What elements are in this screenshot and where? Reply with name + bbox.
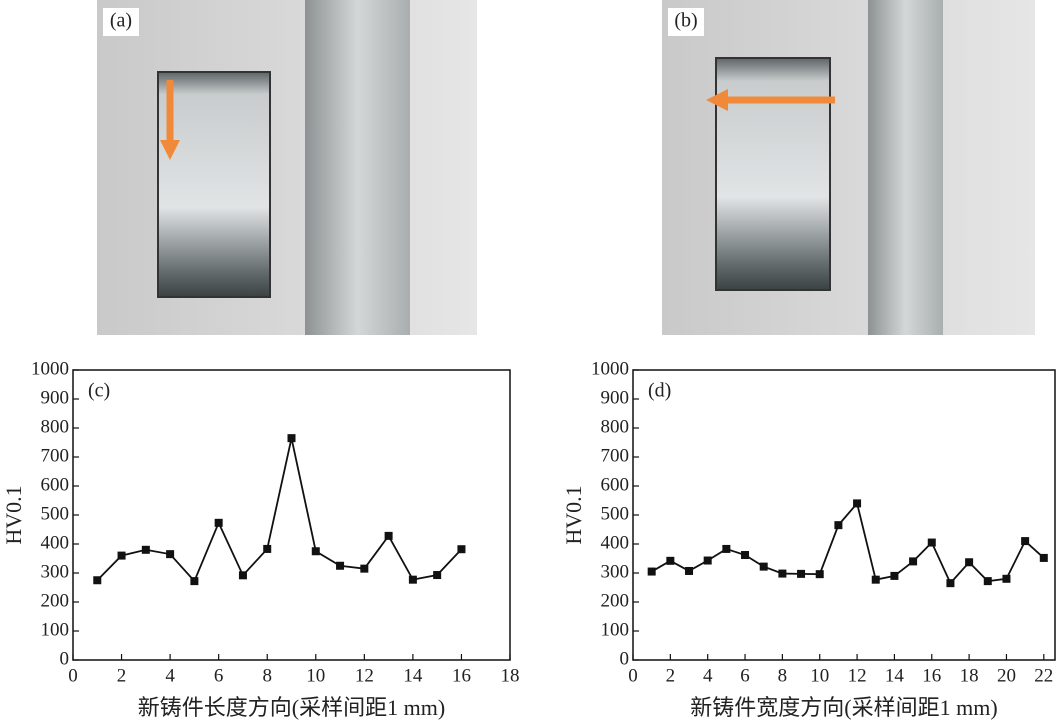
data-point [909,557,918,566]
data-point [703,556,712,565]
x-tick-label: 8 [262,665,272,686]
y-axis-label: HV0.1 [1,485,26,544]
data-point [927,538,936,547]
y-axis-label: HV0.1 [561,485,586,544]
y-tick-label: 600 [41,474,70,495]
x-tick-label: 4 [165,665,175,686]
photo-label: (a) [110,10,132,32]
y-tick-label: 1000 [591,358,629,379]
y-tick-label: 100 [601,619,630,640]
y-tick-label: 500 [41,503,70,524]
data-point [815,570,824,579]
y-tick-label: 1000 [31,358,69,379]
data-point [190,577,199,586]
data-line [96,437,463,583]
x-tick-label: 2 [666,665,676,686]
x-tick-label: 22 [1034,665,1053,686]
data-point [93,576,102,585]
data-point [1021,537,1030,546]
x-tick-label: 18 [960,665,979,686]
x-tick-label: 20 [997,665,1016,686]
y-tick-label: 200 [601,590,630,611]
x-tick-label: 10 [306,665,325,686]
y-tick-label: 300 [41,561,70,582]
data-point [408,575,417,584]
y-tick-label: 400 [601,532,630,553]
data-point [741,551,750,560]
data-point [141,545,150,554]
x-tick-label: 8 [778,665,788,686]
plot-frame [72,369,511,661]
data-point [853,499,862,508]
data-point [834,521,843,530]
x-tick-label: 16 [922,665,941,686]
data-point [263,544,272,553]
plot-frame [632,369,1056,661]
data-point [759,562,768,571]
x-tick-label: 18 [501,665,520,686]
y-tick-label: 300 [601,561,630,582]
data-point [360,564,369,573]
data-point [457,545,466,554]
photo-a [97,0,477,335]
x-tick-label: 16 [452,665,471,686]
data-point [433,571,442,580]
y-tick-label: 400 [41,532,70,553]
data-point [238,571,247,580]
panel-label: (d) [648,380,671,402]
x-axis-label: 新铸件长度方向(采样间距1 mm) [138,695,445,720]
data-point [965,558,974,567]
x-tick-label: 6 [740,665,750,686]
x-tick-label: 12 [848,665,867,686]
data-point [1039,553,1048,562]
x-tick-label: 0 [68,665,78,686]
y-tick-label: 0 [620,648,630,669]
data-point [311,547,320,556]
x-tick-label: 12 [355,665,374,686]
y-tick-label: 500 [601,503,630,524]
y-tick-label: 600 [601,474,630,495]
data-point [384,531,393,540]
x-tick-label: 14 [403,665,423,686]
data-point [871,575,880,584]
data-point [983,577,992,586]
x-tick-label: 4 [703,665,713,686]
data-point [890,571,899,580]
x-tick-label: 10 [810,665,829,686]
y-tick-label: 800 [41,416,70,437]
photo-label: (b) [674,10,697,32]
data-point [336,561,345,570]
data-point [214,518,223,527]
panel-label: (c) [88,380,110,402]
data-point [117,551,126,560]
y-tick-label: 100 [41,619,70,640]
x-tick-label: 6 [214,665,224,686]
y-tick-label: 900 [41,387,70,408]
x-axis-label: 新铸件宽度方向(采样间距1 mm) [690,695,997,720]
y-tick-label: 700 [601,445,630,466]
data-point [287,434,296,443]
data-point [778,569,787,578]
data-point [666,556,675,565]
y-tick-label: 700 [41,445,70,466]
data-point [946,579,955,588]
data-point [722,544,731,553]
data-point [647,567,656,576]
x-tick-label: 14 [885,665,905,686]
data-point [797,569,806,578]
data-point [166,550,175,559]
label-box [103,8,139,36]
data-line [651,501,1045,585]
y-tick-label: 800 [601,416,630,437]
y-tick-label: 200 [41,590,70,611]
photo-b [662,0,1035,335]
x-tick-label: 0 [628,665,638,686]
data-point [1002,574,1011,583]
y-tick-label: 900 [601,387,630,408]
y-tick-label: 0 [60,648,70,669]
label-box [668,8,704,36]
x-tick-label: 2 [117,665,127,686]
data-point [685,566,694,575]
